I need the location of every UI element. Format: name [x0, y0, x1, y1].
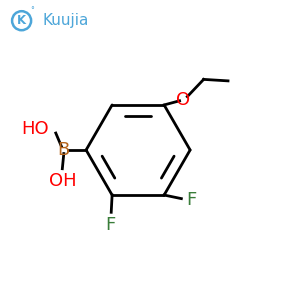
Text: Kuujia: Kuujia: [43, 13, 89, 28]
Text: F: F: [106, 216, 116, 234]
Text: K: K: [17, 14, 26, 27]
Text: HO: HO: [21, 120, 49, 138]
Text: OH: OH: [49, 172, 76, 190]
Text: °: °: [30, 6, 34, 15]
Text: B: B: [58, 141, 70, 159]
Text: F: F: [186, 190, 197, 208]
Text: O: O: [176, 91, 190, 109]
